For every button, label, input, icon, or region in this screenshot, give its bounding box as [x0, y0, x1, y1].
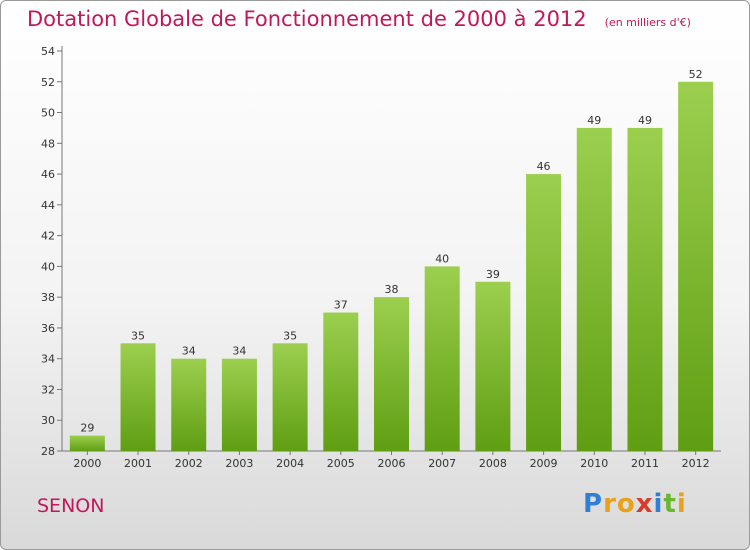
x-tick-label: 2006 [378, 457, 406, 470]
y-tick-label: 30 [41, 414, 55, 427]
bar[interactable] [576, 127, 612, 451]
logo-letter: t [663, 489, 677, 519]
data-label: 29 [80, 422, 94, 435]
bar[interactable] [424, 266, 460, 451]
data-label: 49 [587, 114, 601, 127]
x-tick-label: 2004 [276, 457, 304, 470]
y-tick-label: 52 [41, 76, 55, 89]
bar[interactable] [323, 312, 359, 451]
data-label: 40 [435, 252, 449, 265]
data-label: 37 [334, 299, 348, 312]
chart-subtitle: (en milliers d'€) [604, 16, 691, 29]
y-tick-label: 28 [41, 445, 55, 458]
data-label: 39 [486, 268, 500, 281]
bar[interactable] [627, 127, 663, 451]
data-label: 46 [537, 160, 551, 173]
x-tick-label: 2010 [580, 457, 608, 470]
x-tick-label: 2009 [530, 457, 558, 470]
x-tick-label: 2003 [225, 457, 253, 470]
bar[interactable] [221, 358, 257, 451]
data-label: 52 [689, 68, 703, 81]
data-label: 35 [131, 329, 145, 342]
y-tick-label: 42 [41, 230, 55, 243]
y-tick-label: 34 [41, 353, 55, 366]
bar[interactable] [374, 297, 409, 451]
bar[interactable] [526, 174, 562, 452]
bar[interactable] [120, 343, 156, 451]
y-tick-label: 44 [41, 199, 55, 212]
data-label: 35 [283, 329, 297, 342]
y-tick-label: 48 [41, 137, 55, 150]
x-tick-label: 2001 [124, 457, 152, 470]
x-tick-label: 2008 [479, 457, 507, 470]
bar[interactable] [272, 343, 308, 451]
bar[interactable] [69, 435, 105, 451]
city-name: SENON [37, 495, 105, 517]
logo-letter: i [676, 489, 687, 519]
y-tick-label: 54 [41, 45, 55, 58]
chart-axes: 28 30 32 34 36 38 40 42 44 46 48 50 52 54 2000 2001 2002… [41, 45, 721, 470]
data-label: 34 [182, 345, 196, 358]
logo-letter: i [653, 489, 664, 519]
x-tick-label: 2007 [428, 457, 456, 470]
bar[interactable] [171, 358, 207, 451]
bar[interactable] [678, 81, 714, 452]
title-block: Dotation Globale de Fonctionnement de 20… [27, 7, 691, 31]
y-tick-label: 50 [41, 107, 55, 120]
logo-letter: P [583, 489, 604, 519]
chart-title: Dotation Globale de Fonctionnement de 20… [27, 7, 587, 31]
chart-bars: 29 35 34 34 35 37 38 40 39 46 49 49 52 [69, 68, 714, 452]
logo-letter: x [635, 489, 654, 519]
x-tick-label: 2000 [73, 457, 101, 470]
data-label: 34 [232, 345, 246, 358]
x-tick-label: 2011 [631, 457, 659, 470]
y-tick-label: 38 [41, 291, 55, 304]
logo-letter: r [603, 489, 617, 519]
y-tick-label: 32 [41, 383, 55, 396]
x-tick-label: 2005 [327, 457, 355, 470]
x-tick-label: 2002 [175, 457, 203, 470]
y-tick-label: 46 [41, 168, 55, 181]
y-tick-label: 40 [41, 260, 55, 273]
bar[interactable] [475, 281, 511, 451]
x-tick-label: 2012 [682, 457, 710, 470]
logo-letter: o [616, 489, 636, 519]
data-label: 49 [638, 114, 652, 127]
y-tick-label: 36 [41, 322, 55, 335]
proxiti-logo[interactable]: Proxiti [583, 489, 687, 519]
data-label: 38 [385, 283, 399, 296]
